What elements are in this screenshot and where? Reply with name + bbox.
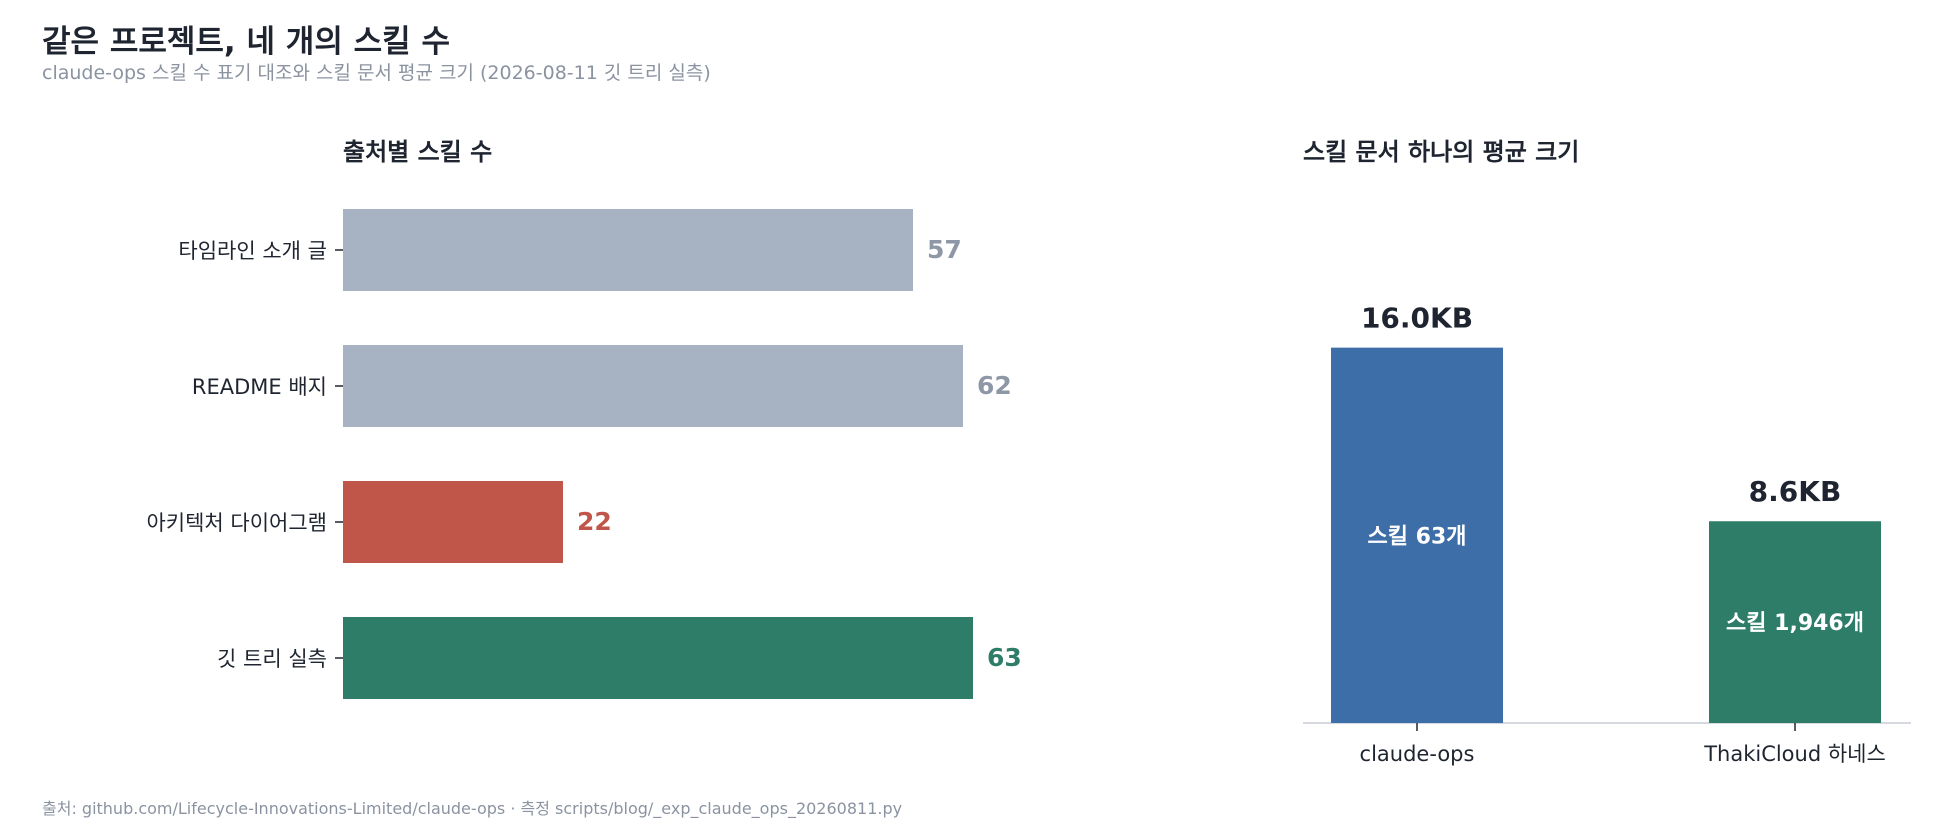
- bar-v-1: [1709, 521, 1881, 723]
- category-label-0: 타임라인 소개 글: [178, 239, 327, 263]
- bar-h-0: [343, 209, 913, 291]
- inner-label-1: 스킬 1,946개: [1726, 611, 1864, 636]
- category-label-1: README 배지: [192, 375, 327, 399]
- chart-title: 같은 프로젝트, 네 개의 스킬 수: [42, 24, 450, 60]
- category-label-2: 아키텍처 다이어그램: [146, 511, 327, 535]
- bar-h-3: [343, 617, 973, 699]
- x-category-label-1: ThakiCloud 하네스: [1703, 742, 1886, 766]
- value-label-v-1: 8.6KB: [1749, 475, 1842, 508]
- value-label-3: 63: [987, 643, 1022, 672]
- x-category-label-0: claude-ops: [1360, 742, 1475, 766]
- left-panel-title: 출처별 스킬 수: [343, 138, 492, 166]
- bar-h-2: [343, 481, 563, 563]
- value-label-2: 22: [577, 507, 612, 536]
- value-label-v-0: 16.0KB: [1361, 302, 1473, 335]
- right-bar-chart: 스킬 문서 하나의 평균 크기 16.0KB 스킬 63개 claude-ops 8.…: [1303, 138, 1911, 766]
- right-panel-title: 스킬 문서 하나의 평균 크기: [1303, 138, 1579, 166]
- value-label-1: 62: [977, 371, 1012, 400]
- source-note: 출처: github.com/Lifecycle-Innovations-Lim…: [42, 799, 903, 818]
- inner-label-0: 스킬 63개: [1368, 524, 1467, 549]
- category-label-3: 깃 트리 실측: [217, 647, 327, 671]
- value-label-0: 57: [927, 235, 962, 264]
- left-bar-chart: 출처별 스킬 수 타임라인 소개 글 57 README 배지 62 아키텍처 다이어그…: [146, 138, 1022, 699]
- bar-v-0: [1331, 347, 1503, 723]
- chart-subtitle: claude-ops 스킬 수 표기 대조와 스킬 문서 평균 크기 (2026…: [42, 62, 711, 84]
- bar-h-1: [343, 345, 963, 427]
